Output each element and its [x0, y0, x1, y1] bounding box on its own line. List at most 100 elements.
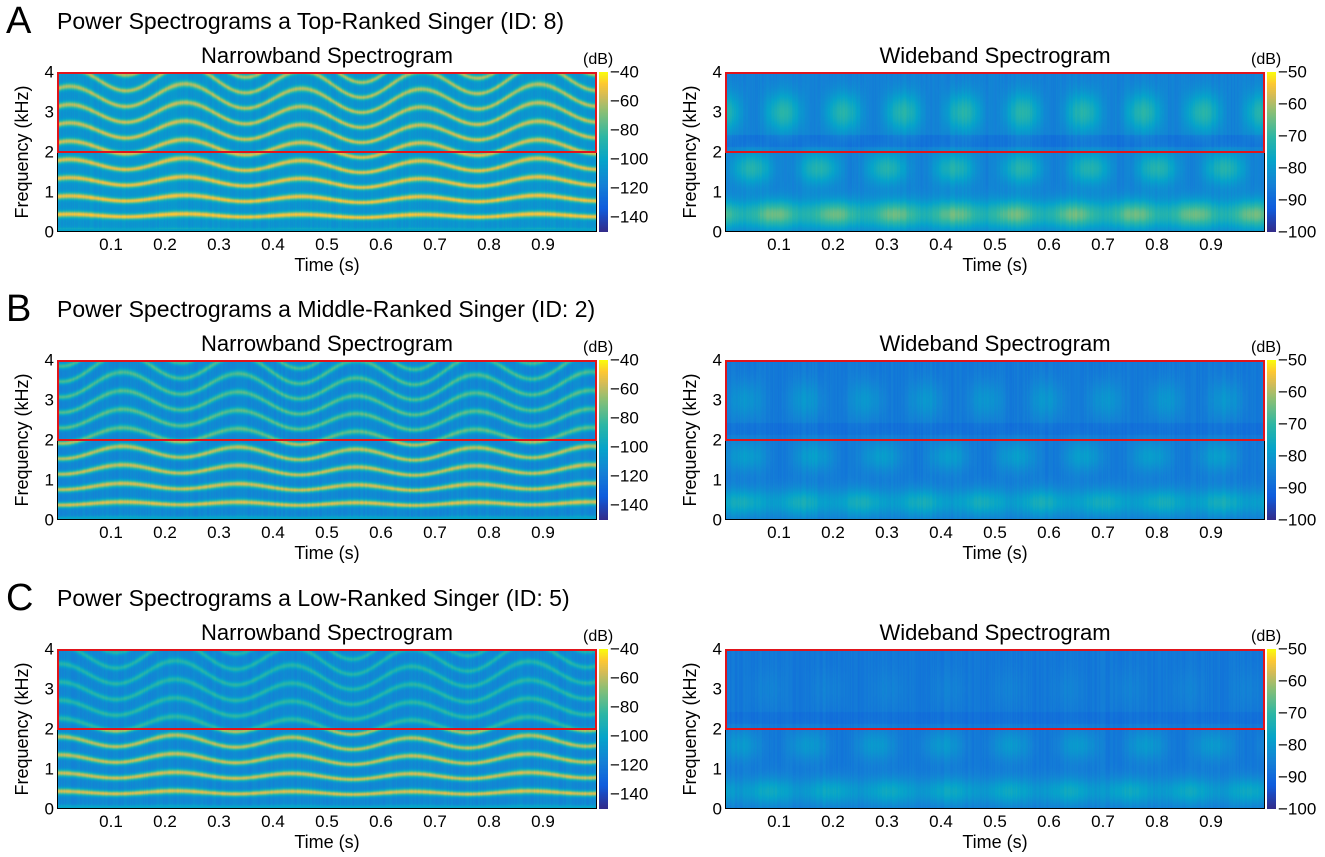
- colorbar-tick-label: −50: [1278, 350, 1307, 370]
- section-letter: C: [6, 577, 34, 619]
- x-tick-label: 0.2: [153, 235, 177, 254]
- x-tick-label: 0.8: [1145, 812, 1169, 831]
- colorbar-tick-label: −80: [1278, 158, 1307, 178]
- x-tick-label: 0.5: [315, 812, 339, 831]
- colorbar-tick-label: −100: [610, 437, 649, 457]
- x-tick-label: 0.3: [875, 523, 899, 542]
- x-axis-label: Time (s): [294, 255, 360, 275]
- plot-title: Narrowband Spectrogram: [201, 331, 453, 356]
- x-tick-label: 0.2: [821, 812, 845, 831]
- x-tick-label: 0.1: [99, 812, 123, 831]
- colorbar-tick-label: −100: [610, 726, 649, 746]
- x-tick-label: 0.2: [153, 523, 177, 542]
- colorbar-tick-label: −70: [1278, 414, 1307, 434]
- x-tick-label: 0.3: [875, 235, 899, 254]
- x-tick-label: 0.8: [477, 812, 501, 831]
- y-tick-label: 1: [712, 182, 722, 202]
- colorbar-tick-label: −50: [1278, 62, 1307, 82]
- y-tick-label: 2: [44, 719, 54, 739]
- x-tick-label: 0.3: [875, 812, 899, 831]
- y-axis-label: Frequency (kHz): [12, 662, 32, 796]
- y-tick-label: 1: [44, 759, 54, 779]
- colorbar-tick-label: −120: [610, 178, 649, 198]
- x-tick-label: 0.9: [531, 812, 555, 831]
- colorbar-tick-label: −90: [1278, 478, 1307, 498]
- y-tick-label: 1: [712, 759, 722, 779]
- colorbar: [1267, 72, 1276, 232]
- colorbar-tick-label: −40: [610, 62, 639, 82]
- colorbar-tick-label: −80: [1278, 446, 1307, 466]
- colorbar-tick-label: −80: [610, 120, 639, 140]
- x-tick-label: 0.1: [767, 523, 791, 542]
- y-axis-label: Frequency (kHz): [12, 85, 32, 219]
- section-letter: B: [6, 288, 32, 330]
- x-tick-label: 0.7: [1091, 523, 1115, 542]
- x-tick-label: 0.7: [1091, 235, 1115, 254]
- colorbar: [1267, 360, 1276, 520]
- highlight-box-2-4khz: [725, 649, 1265, 730]
- y-tick-label: 4: [44, 62, 54, 82]
- colorbar-tick-label: −140: [610, 784, 649, 804]
- x-tick-label: 0.7: [1091, 812, 1115, 831]
- colorbar-tick-label: −60: [1278, 671, 1307, 691]
- x-tick-label: 0.1: [99, 235, 123, 254]
- x-tick-label: 0.3: [207, 812, 231, 831]
- y-axis-label: Frequency (kHz): [12, 373, 32, 507]
- y-tick-label: 3: [712, 102, 722, 122]
- section-title: Power Spectrograms a Middle-Ranked Singe…: [57, 296, 596, 322]
- x-tick-label: 0.5: [983, 235, 1007, 254]
- x-tick-label: 0.3: [207, 235, 231, 254]
- y-tick-label: 1: [712, 470, 722, 490]
- colorbar-tick-label: −60: [610, 91, 639, 111]
- section-title: Power Spectrograms a Low-Ranked Singer (…: [57, 585, 570, 611]
- y-tick-label: 1: [44, 182, 54, 202]
- x-tick-label: 0.4: [261, 235, 285, 254]
- y-tick-label: 0: [44, 799, 54, 819]
- colorbar: [599, 360, 608, 520]
- x-axis-label: Time (s): [294, 543, 360, 563]
- colorbar-unit: (dB): [583, 628, 614, 645]
- plot-title: Narrowband Spectrogram: [201, 620, 453, 645]
- colorbar-tick-label: −120: [610, 466, 649, 486]
- colorbar-tick-label: −90: [1278, 190, 1307, 210]
- colorbar-unit: (dB): [1251, 628, 1282, 645]
- y-tick-label: 2: [712, 430, 722, 450]
- plot-title: Narrowband Spectrogram: [201, 43, 453, 68]
- y-tick-label: 1: [44, 470, 54, 490]
- x-tick-label: 0.9: [531, 523, 555, 542]
- x-tick-label: 0.6: [369, 812, 393, 831]
- x-tick-label: 0.6: [369, 523, 393, 542]
- x-axis-label: Time (s): [962, 255, 1028, 275]
- colorbar-tick-label: −80: [610, 408, 639, 428]
- colorbar-unit: (dB): [1251, 51, 1282, 68]
- x-tick-label: 0.6: [369, 235, 393, 254]
- section-title: Power Spectrograms a Top-Ranked Singer (…: [57, 8, 565, 34]
- colorbar-tick-label: −70: [1278, 703, 1307, 723]
- highlight-box-2-4khz: [725, 360, 1265, 441]
- x-tick-label: 0.4: [929, 523, 953, 542]
- x-tick-label: 0.9: [1199, 523, 1223, 542]
- x-tick-label: 0.6: [1037, 523, 1061, 542]
- x-tick-label: 0.4: [261, 523, 285, 542]
- colorbar-tick-label: −120: [610, 755, 649, 775]
- y-tick-label: 0: [712, 799, 722, 819]
- section-letter: A: [6, 0, 32, 42]
- y-tick-label: 3: [44, 390, 54, 410]
- colorbar: [1267, 649, 1276, 809]
- x-tick-label: 0.4: [929, 812, 953, 831]
- colorbar-tick-label: −100: [610, 149, 649, 169]
- colorbar-tick-label: −40: [610, 639, 639, 659]
- colorbar-tick-label: −80: [1278, 735, 1307, 755]
- y-axis-label: Frequency (kHz): [680, 85, 700, 219]
- x-tick-label: 0.1: [767, 812, 791, 831]
- x-tick-label: 0.8: [1145, 523, 1169, 542]
- x-tick-label: 0.5: [315, 235, 339, 254]
- x-tick-label: 0.2: [821, 235, 845, 254]
- x-tick-label: 0.8: [1145, 235, 1169, 254]
- colorbar-tick-label: −140: [610, 207, 649, 227]
- colorbar-tick-label: −100: [1278, 799, 1317, 819]
- colorbar-tick-label: −60: [1278, 94, 1307, 114]
- x-tick-label: 0.9: [531, 235, 555, 254]
- y-tick-label: 3: [712, 679, 722, 699]
- x-tick-label: 0.7: [423, 812, 447, 831]
